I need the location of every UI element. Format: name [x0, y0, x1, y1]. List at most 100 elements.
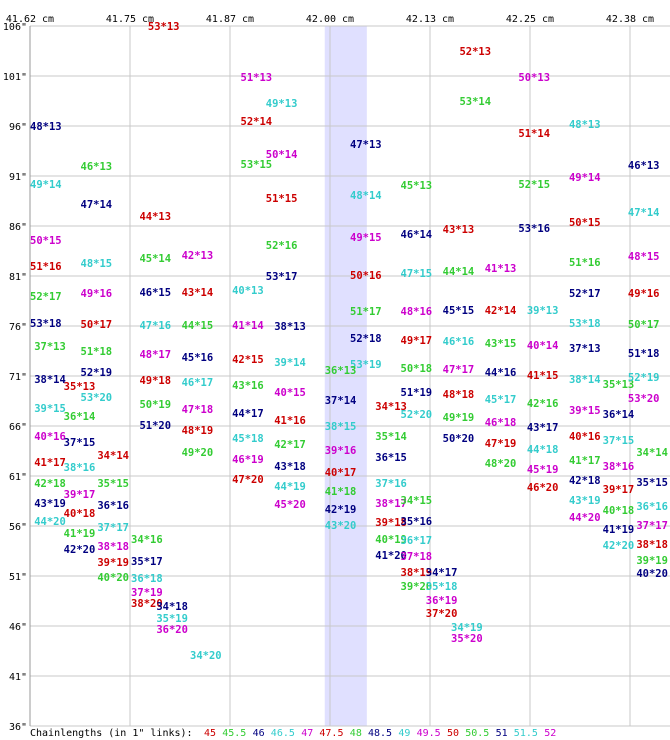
data-point-label: 50*18 — [401, 363, 433, 375]
legend-title: Chainlengths (in 1" links): — [30, 728, 193, 739]
data-point-label: 35*14 — [375, 431, 407, 443]
data-point-label: 41*18 — [325, 486, 357, 498]
legend-item: 45 — [204, 728, 216, 739]
data-point-label: 39*15 — [34, 403, 66, 415]
data-point-label: 38*14 — [34, 374, 66, 386]
data-point-label: 40*18 — [603, 505, 635, 517]
data-point-label: 53*18 — [569, 318, 601, 330]
data-point-label: 36*19 — [426, 595, 458, 607]
data-point-label: 51*16 — [569, 257, 601, 269]
data-point-label: 34*17 — [426, 567, 458, 579]
data-point-label: 40*14 — [527, 340, 559, 352]
data-point-label: 47*17 — [443, 364, 475, 376]
data-point-label: 44*13 — [139, 211, 171, 223]
x-tick-label: 42.00 cm — [306, 14, 354, 25]
legend-item: 45.5 — [222, 728, 246, 739]
y-tick-label: 76" — [9, 322, 27, 333]
data-point-label: 52*17 — [30, 291, 62, 303]
data-point-label: 50*20 — [443, 433, 475, 445]
data-point-label: 49*15 — [350, 232, 382, 244]
data-point-label: 47*20 — [232, 474, 264, 486]
data-point-label: 35*13 — [603, 379, 635, 391]
data-point-label: 45*19 — [527, 464, 559, 476]
data-point-label: 47*16 — [139, 320, 171, 332]
data-point-label: 40*20 — [636, 568, 668, 580]
data-point-label: 38*18 — [97, 541, 129, 553]
data-point-label: 36*15 — [375, 452, 407, 464]
data-point-label: 37*15 — [603, 435, 635, 447]
data-point-label: 47*18 — [182, 404, 214, 416]
data-point-label: 39*19 — [636, 555, 668, 567]
data-point-label: 36*20 — [156, 624, 188, 636]
data-point-label: 44*16 — [485, 367, 517, 379]
data-point-label: 36*18 — [131, 573, 163, 585]
data-point-label: 37*17 — [97, 522, 129, 534]
legend-item: 49 — [398, 728, 410, 739]
data-point-label: 49*18 — [139, 375, 171, 387]
data-point-label: 44*19 — [274, 481, 306, 493]
data-point-label: 41*17 — [569, 455, 601, 467]
y-tick-label: 91" — [9, 172, 27, 183]
y-axis-ticks: 106" 101" 96" 91" 86" 81" 76" 71" 66" 61" 56" 51" 46… — [3, 22, 27, 733]
data-point-label: 42*18 — [569, 475, 601, 487]
data-point-label: 35*16 — [401, 516, 433, 528]
data-point-label: 53*16 — [518, 223, 550, 235]
data-point-label: 53*15 — [241, 159, 273, 171]
data-point-label: 34*14 — [636, 447, 668, 459]
data-point-label: 51*18 — [81, 346, 113, 358]
data-point-label: 48*20 — [485, 458, 517, 470]
y-tick-label: 61" — [9, 472, 27, 483]
legend-item: 50 — [447, 728, 459, 739]
data-point-label: 42*14 — [485, 305, 517, 317]
data-point-label: 45*17 — [485, 394, 517, 406]
data-point-label: 41*13 — [485, 263, 517, 275]
data-point-label: 47*14 — [81, 199, 113, 211]
data-point-label: 41*14 — [232, 320, 264, 332]
x-tick-label: 42.25 cm — [506, 14, 554, 25]
data-point-label: 48*13 — [30, 121, 62, 133]
data-point-label: 47*15 — [401, 268, 433, 280]
data-point-label: 46*13 — [628, 160, 660, 172]
x-tick-label: 41.87 cm — [206, 14, 254, 25]
data-point-label: 37*18 — [401, 551, 433, 563]
data-point-label: 34*16 — [131, 534, 163, 546]
data-point-label: 39*17 — [603, 484, 635, 496]
data-point-label: 43*17 — [527, 422, 559, 434]
data-point-label: 41*16 — [274, 415, 306, 427]
point-labels: 48*13 49*14 50*15 51*16 52*17 53*18 37*13 38*14… — [30, 21, 668, 662]
y-tick-label: 66" — [9, 422, 27, 433]
data-point-label: 51*19 — [401, 387, 433, 399]
legend-item: 52 — [544, 728, 556, 739]
data-point-label: 42*16 — [527, 398, 559, 410]
data-point-label: 40*17 — [325, 467, 357, 479]
data-point-label: 37*13 — [34, 341, 66, 353]
data-point-label: 38*15 — [325, 421, 357, 433]
y-tick-label: 81" — [9, 272, 27, 283]
data-point-label: 49*17 — [401, 335, 433, 347]
data-point-label: 50*17 — [81, 319, 113, 331]
data-point-label: 52*19 — [628, 372, 660, 384]
data-point-label: 47*14 — [628, 207, 660, 219]
data-point-label: 37*20 — [426, 608, 458, 620]
data-point-label: 50*17 — [628, 319, 660, 331]
data-point-label: 52*17 — [569, 288, 601, 300]
legend-item: 51.5 — [514, 728, 538, 739]
data-point-label: 35*20 — [451, 633, 483, 645]
data-point-label: 51*14 — [518, 128, 550, 140]
data-point-label: 46*13 — [81, 161, 113, 173]
data-point-label: 38*19 — [401, 567, 433, 579]
x-axis-ticks: 41.62 cm 41.75 cm 41.87 cm 42.00 cm 42.13 cm… — [6, 14, 654, 25]
data-point-label: 41*20 — [375, 550, 407, 562]
data-point-label: 52*18 — [350, 333, 382, 345]
data-point-label: 43*18 — [274, 461, 306, 473]
x-tick-label: 42.13 cm — [406, 14, 454, 25]
data-point-label: 42*18 — [34, 478, 66, 490]
data-point-label: 39*20 — [401, 581, 433, 593]
data-point-label: 45*20 — [274, 499, 306, 511]
data-point-label: 38*20 — [131, 598, 163, 610]
data-point-label: 34*19 — [451, 622, 483, 634]
y-tick-label: 51" — [9, 572, 27, 583]
legend-item: 50.5 — [465, 728, 489, 739]
data-point-label: 44*15 — [182, 320, 214, 332]
